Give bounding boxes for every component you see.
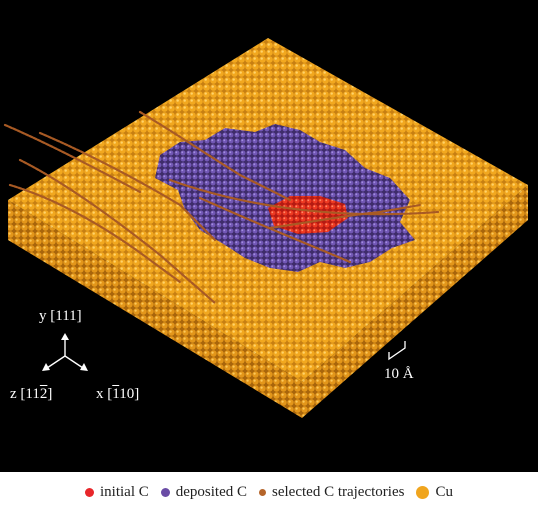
legend-label: selected C trajectories <box>272 484 405 500</box>
legend-label: Cu <box>435 484 453 500</box>
z-axis-label: z [112] <box>10 386 53 402</box>
legend-dot-icon <box>85 488 95 497</box>
y-axis-label: y [111] <box>39 308 82 324</box>
legend-dot-icon <box>259 489 267 496</box>
scale-bar-line <box>388 341 406 361</box>
simulation-figure: y [111] z [112] x [110] 10 Å <box>0 0 538 472</box>
carbon-trajectories <box>3 110 440 305</box>
axis-arrows <box>42 333 88 371</box>
scale-bar-label: 10 Å <box>384 366 414 382</box>
legend-item: deposited C <box>160 484 248 501</box>
x-axis-label: x [110] <box>96 386 140 402</box>
legend-item: Cu <box>416 484 453 501</box>
slab-right-side <box>302 185 528 418</box>
slab-left-side <box>8 200 302 418</box>
legend-label: initial C <box>100 484 149 500</box>
legend: initial C deposited C selected C trajector… <box>0 472 538 513</box>
legend-dot-icon <box>160 488 170 497</box>
copper-slab-illustration <box>3 38 528 418</box>
legend-item: selected C trajectories <box>259 484 404 501</box>
legend-dot-icon <box>416 486 430 499</box>
legend-item: initial C <box>85 484 149 501</box>
legend-label: deposited C <box>175 484 248 500</box>
